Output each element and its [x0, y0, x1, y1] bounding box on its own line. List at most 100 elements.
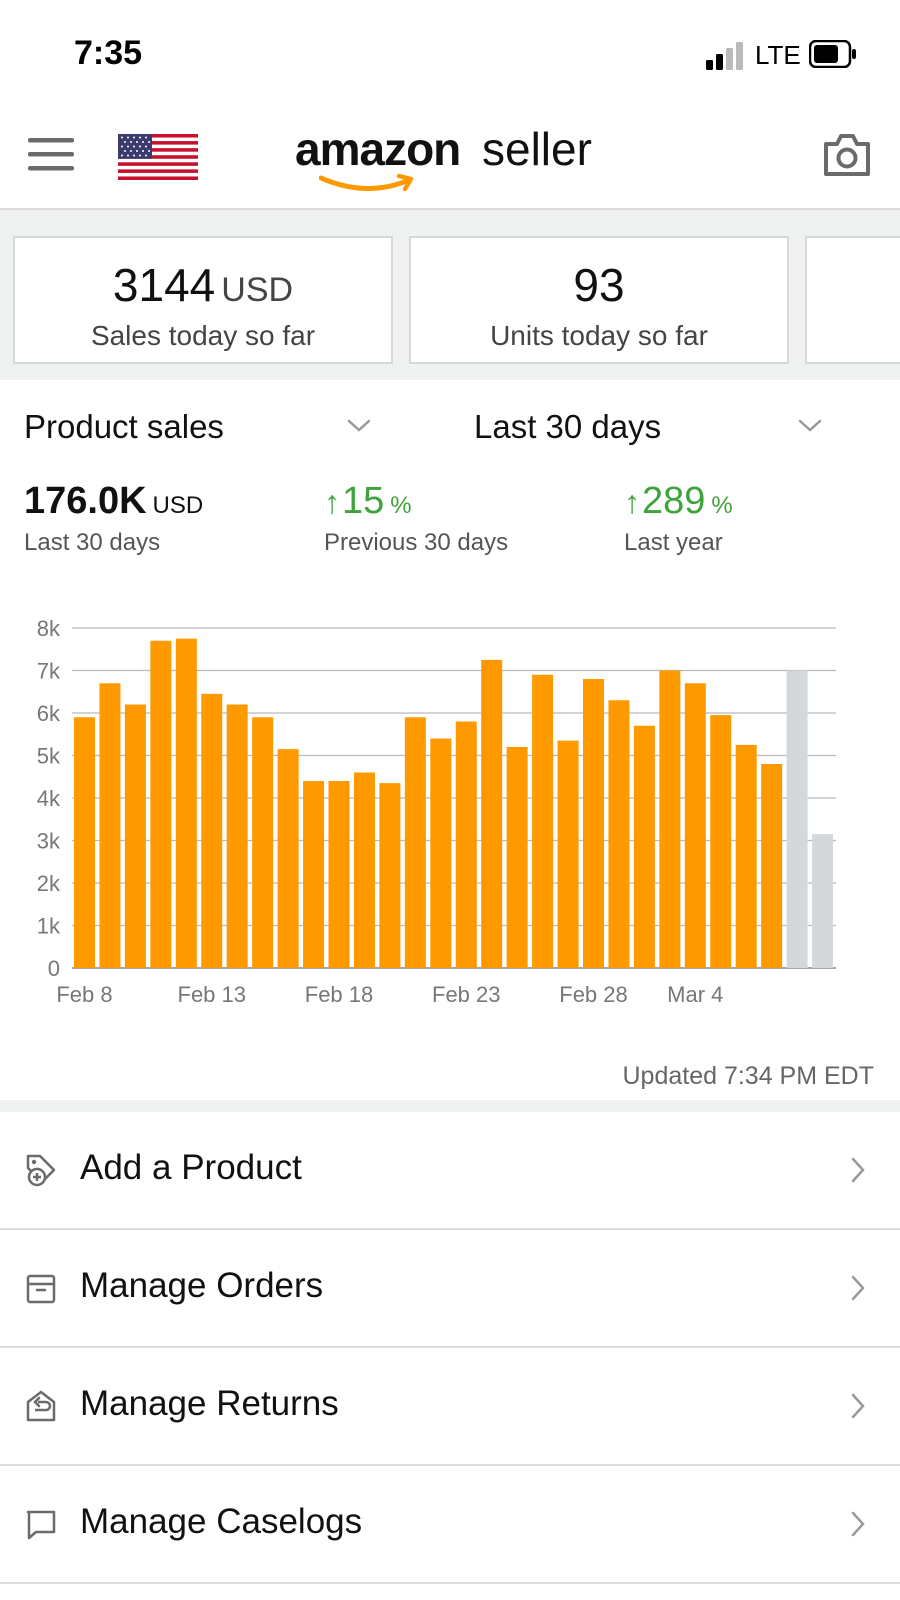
- logo-main-text: amazon: [295, 123, 461, 175]
- bar: [379, 783, 401, 968]
- total-sales-amount: 176.0K: [24, 480, 147, 522]
- units-today-label: Units today so far: [490, 320, 708, 351]
- caselog-chat-icon: [26, 1510, 56, 1540]
- bar: [583, 679, 604, 968]
- bar: [684, 683, 706, 968]
- total-sales-label: Last 30 days: [24, 529, 161, 556]
- y-tick-label: 5k: [37, 744, 61, 769]
- x-tick-label: Feb 18: [305, 982, 374, 1007]
- bar: [633, 725, 655, 968]
- bar: [150, 640, 172, 968]
- bar: [277, 749, 299, 968]
- battery-icon: [809, 40, 856, 68]
- prev-period-stat: ↑15% Previous 30 days: [324, 480, 508, 557]
- units-today-value: 93: [573, 259, 625, 311]
- logo-sub-text: seller: [482, 123, 592, 175]
- last-year-stat: ↑289% Last year: [624, 480, 733, 557]
- manage-caselogs-item[interactable]: Manage Caselogs: [0, 1466, 900, 1584]
- x-tick-label: Feb 13: [178, 982, 247, 1007]
- x-tick-label: Mar 4: [667, 982, 723, 1007]
- units-today-card[interactable]: 93 Units today so far: [409, 236, 789, 364]
- y-tick-label: 8k: [37, 616, 61, 641]
- y-tick-label: 4k: [37, 786, 61, 811]
- metric-cards: 3144 USD Sales today so far 93 Units toda…: [0, 210, 900, 380]
- menu-icon[interactable]: [28, 136, 76, 174]
- metric-selector[interactable]: Product sales: [24, 408, 224, 446]
- add-product-icon: [26, 1154, 56, 1187]
- amazon-seller-logo: amazon seller: [295, 122, 615, 194]
- prev-period-value: ↑15%: [324, 480, 508, 523]
- sales-today-label: Sales today so far: [90, 320, 316, 351]
- chevron-right-icon: [851, 1157, 865, 1183]
- bar: [659, 670, 681, 968]
- range-selector-label: Last 30 days: [474, 408, 662, 445]
- x-tick-label: Feb 28: [559, 982, 628, 1007]
- updated-timestamp: Updated 7:34 PM EDT: [622, 1062, 874, 1090]
- next-metric-card[interactable]: [805, 236, 900, 364]
- chevron-right-icon: [851, 1393, 865, 1419]
- y-tick-label: 2k: [37, 871, 61, 896]
- orders-box-icon: [26, 1274, 56, 1304]
- manage-orders-item[interactable]: Manage Orders: [0, 1230, 900, 1348]
- bar: [328, 781, 350, 968]
- prev-period-unit: %: [390, 492, 412, 519]
- bar: [786, 670, 808, 968]
- chevron-right-icon: [851, 1511, 865, 1537]
- total-sales-value: 176.0K USD: [24, 480, 203, 523]
- bar: [735, 744, 757, 968]
- manage-returns-item[interactable]: Manage Returns: [0, 1348, 900, 1466]
- manage-returns-label: Manage Returns: [80, 1384, 339, 1423]
- x-tick-label: Feb 8: [56, 982, 112, 1007]
- bar: [175, 638, 197, 968]
- bar: [557, 740, 579, 968]
- arrow-up-icon: ↑: [624, 484, 640, 520]
- add-product-item[interactable]: Add a Product: [0, 1112, 900, 1230]
- sales-today-value: 3144 USD: [15, 258, 391, 312]
- y-tick-label: 3k: [37, 829, 61, 854]
- manage-caselogs-label: Manage Caselogs: [80, 1502, 363, 1541]
- range-selector[interactable]: Last 30 days: [474, 408, 661, 446]
- chevron-down-icon[interactable]: [797, 418, 823, 434]
- bar: [455, 721, 477, 968]
- total-sales-stat: 176.0K USD Last 30 days: [24, 480, 203, 557]
- sales-bar-chart: 0 1k 2k 3k 4k 5k 6k 7k 8k Feb 8 Feb 13 Feb 18 Feb 23…: [37, 616, 836, 1007]
- y-tick-label: 0: [48, 956, 60, 981]
- bar: [481, 659, 503, 968]
- bar: [124, 704, 146, 968]
- bar: [430, 738, 452, 968]
- bar: [74, 717, 95, 968]
- bar: [761, 764, 783, 968]
- bar: [99, 683, 121, 968]
- amazon-smile-icon: [319, 173, 414, 192]
- bar: [608, 700, 630, 968]
- bar: [532, 674, 554, 968]
- metric-selector-label: Product sales: [24, 408, 224, 445]
- last-year-label: Last year: [624, 529, 723, 556]
- bar: [353, 772, 375, 968]
- status-time: 7:35: [74, 34, 143, 72]
- x-tick-label: Feb 23: [432, 982, 501, 1007]
- bar: [201, 693, 223, 968]
- us-flag-icon[interactable]: [118, 134, 198, 180]
- bar: [303, 781, 325, 968]
- sales-today-unit: USD: [221, 271, 294, 309]
- last-year-value: ↑289%: [624, 480, 733, 523]
- total-sales-unit: USD: [152, 492, 204, 519]
- returns-icon: [26, 1390, 56, 1422]
- manage-orders-label: Manage Orders: [80, 1266, 324, 1305]
- sales-today-card[interactable]: 3144 USD Sales today so far: [13, 236, 393, 364]
- y-tick-label: 6k: [37, 701, 61, 726]
- chevron-right-icon: [851, 1275, 865, 1301]
- y-tick-label: 1k: [37, 914, 61, 939]
- chevron-down-icon[interactable]: [346, 418, 372, 434]
- camera-icon[interactable]: [822, 132, 872, 178]
- status-bar: 7:35 LTE: [0, 0, 900, 100]
- arrow-up-icon: ↑: [324, 484, 340, 520]
- last-year-percent: 289: [642, 480, 706, 522]
- prev-period-label: Previous 30 days: [324, 529, 509, 556]
- last-year-unit: %: [711, 492, 733, 519]
- sales-today-amount: 3144: [112, 259, 216, 311]
- list-separator: [0, 1100, 900, 1112]
- bar: [252, 717, 274, 968]
- prev-period-percent: 15: [342, 480, 385, 522]
